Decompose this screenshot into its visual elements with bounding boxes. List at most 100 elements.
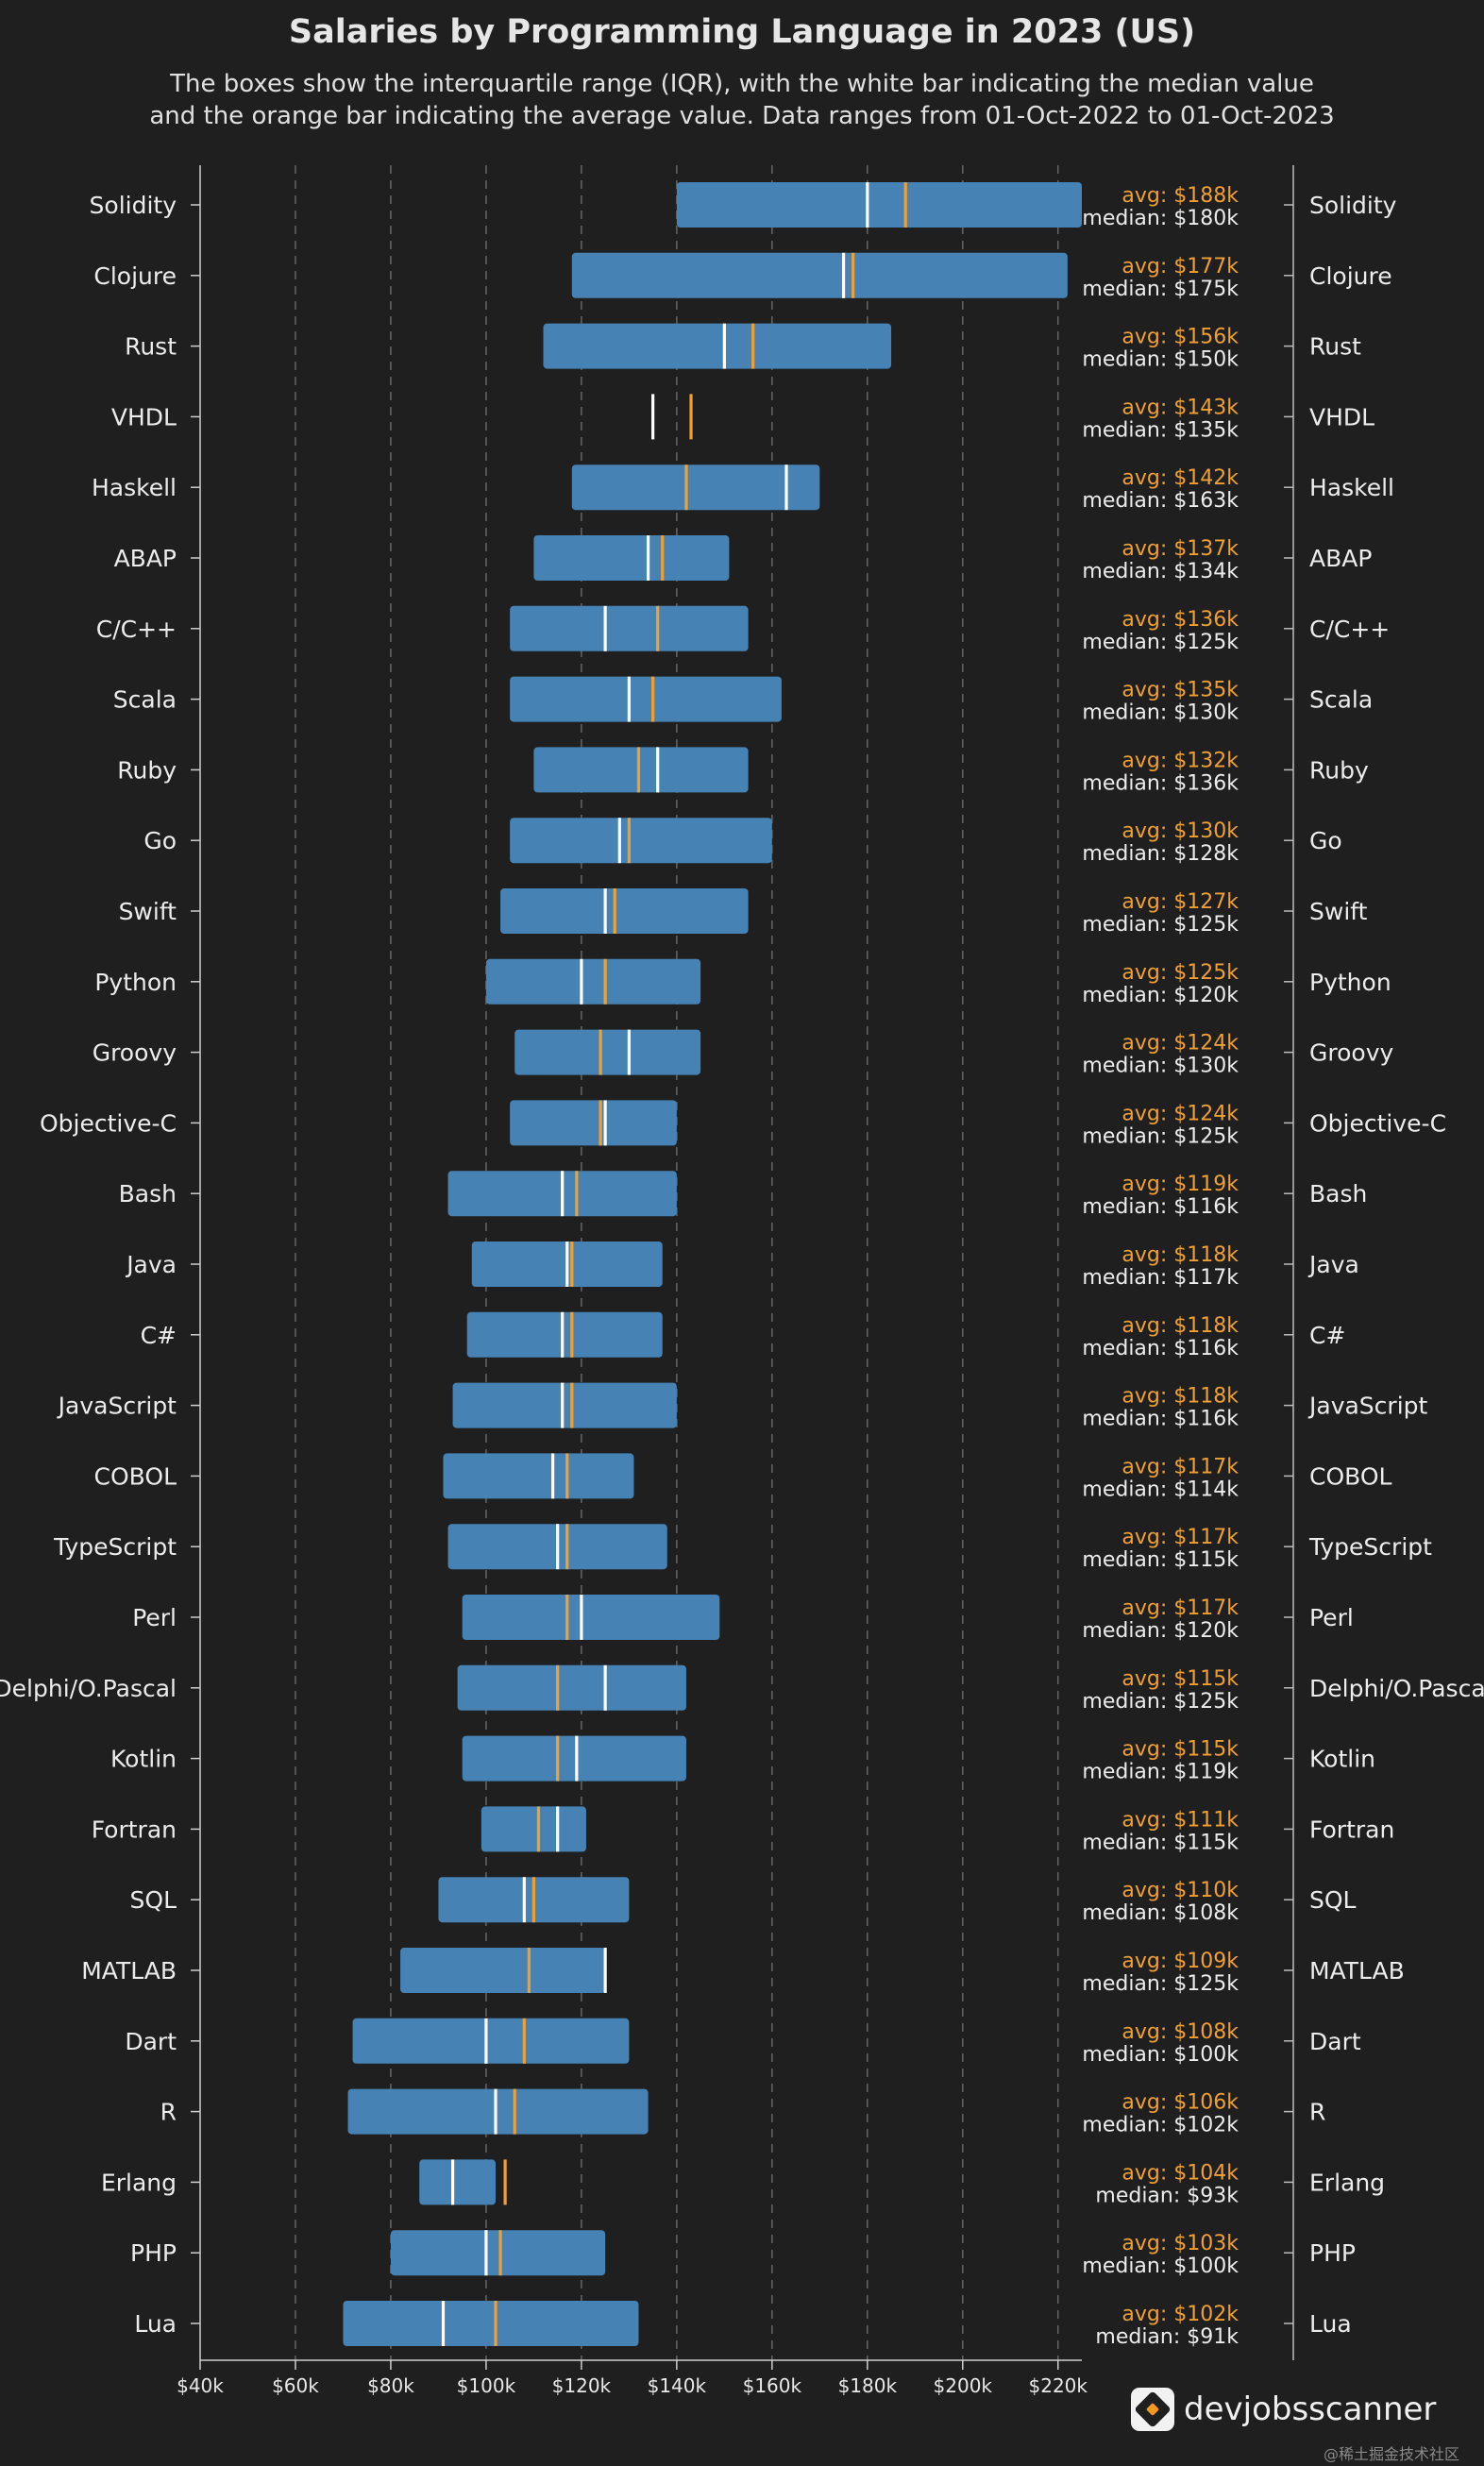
iqr-box bbox=[390, 2230, 606, 2276]
median-value-label: median: $180k bbox=[1082, 207, 1239, 230]
iqr-box bbox=[462, 1595, 720, 1640]
language-label-right: Clojure bbox=[1309, 262, 1392, 290]
language-label: Fortran bbox=[92, 1816, 177, 1843]
avg-value-label: avg: $130k bbox=[1121, 819, 1239, 843]
x-tick-label: $100k bbox=[457, 2374, 516, 2397]
x-tick-label: $180k bbox=[838, 2374, 898, 2397]
avg-value-label: avg: $118k bbox=[1121, 1314, 1239, 1338]
avg-value-label: avg: $156k bbox=[1121, 326, 1239, 349]
avg-value-label: avg: $127k bbox=[1121, 890, 1239, 914]
language-label: Bash bbox=[119, 1180, 177, 1208]
iqr-box bbox=[457, 1664, 686, 1711]
median-value-label: median: $114k bbox=[1082, 1478, 1239, 1501]
iqr-box bbox=[343, 2301, 639, 2346]
iqr-box bbox=[466, 1311, 663, 1358]
avg-value-label: avg: $119k bbox=[1121, 1173, 1239, 1196]
language-label: PHP bbox=[130, 2239, 177, 2267]
median-value-label: median: $150k bbox=[1082, 348, 1239, 372]
avg-value-label: avg: $109k bbox=[1121, 1950, 1239, 1973]
median-value-label: median: $119k bbox=[1082, 1761, 1239, 1784]
avg-value-label: avg: $117k bbox=[1121, 1526, 1239, 1549]
iqr-box bbox=[514, 1029, 701, 1075]
language-label-right: Perl bbox=[1309, 1604, 1354, 1631]
language-label: SQL bbox=[130, 1886, 177, 1914]
avg-value-label: avg: $177k bbox=[1121, 255, 1239, 279]
median-value-label: median: $128k bbox=[1082, 842, 1239, 866]
median-value-label: median: $100k bbox=[1082, 2043, 1239, 2067]
median-value-label: median: $93k bbox=[1095, 2184, 1239, 2207]
language-label: ABAP bbox=[114, 545, 177, 572]
language-label-right: Fortran bbox=[1309, 1816, 1394, 1843]
logo-icon bbox=[1131, 2388, 1174, 2431]
median-value-label: median: $136k bbox=[1082, 771, 1239, 795]
iqr-box bbox=[443, 1453, 634, 1499]
median-value-label: median: $130k bbox=[1082, 701, 1239, 725]
median-value-label: median: $175k bbox=[1082, 278, 1239, 301]
language-label-right: Python bbox=[1309, 969, 1391, 996]
x-tick-label: $80k bbox=[367, 2374, 414, 2397]
avg-value-label: avg: $143k bbox=[1121, 396, 1239, 419]
median-value-label: median: $120k bbox=[1082, 984, 1239, 1007]
avg-value-label: avg: $111k bbox=[1121, 1808, 1239, 1832]
avg-value-label: avg: $142k bbox=[1121, 466, 1239, 490]
language-label: Python bbox=[94, 969, 177, 996]
median-value-label: median: $120k bbox=[1082, 1619, 1239, 1643]
language-label-right: Erlang bbox=[1309, 2169, 1385, 2196]
language-label: MATLAB bbox=[81, 1957, 177, 1985]
language-label-right: Solidity bbox=[1309, 192, 1397, 219]
language-label: Scala bbox=[113, 686, 177, 714]
language-label: Lua bbox=[134, 2310, 177, 2338]
median-value-label: median: $125k bbox=[1082, 1124, 1239, 1148]
x-tick-label: $140k bbox=[648, 2374, 707, 2397]
language-label-right: Rust bbox=[1309, 333, 1361, 361]
iqr-box bbox=[452, 1382, 677, 1428]
x-axis: $40k $60k $80k $100k $120k $140k $160k $180k $20… bbox=[177, 165, 1294, 2397]
avg-value-label: avg: $117k bbox=[1121, 1596, 1239, 1620]
language-label-right: C/C++ bbox=[1309, 616, 1390, 643]
avg-value-label: avg: $124k bbox=[1121, 1032, 1239, 1056]
language-label: Rust bbox=[125, 333, 177, 361]
avg-value-label: avg: $106k bbox=[1121, 2091, 1239, 2115]
language-label-right: Go bbox=[1309, 827, 1342, 854]
language-label-right: ABAP bbox=[1309, 545, 1372, 572]
subtitle-line-2: and the orange bar indicating the averag… bbox=[149, 102, 1335, 130]
iqr-box bbox=[571, 464, 820, 511]
avg-value-label: avg: $136k bbox=[1121, 608, 1239, 632]
language-label-right: Haskell bbox=[1309, 474, 1394, 501]
language-label-right: Lua bbox=[1309, 2310, 1352, 2338]
language-label: Perl bbox=[132, 1604, 177, 1631]
x-tick-label: $60k bbox=[272, 2374, 319, 2397]
x-tick-label: $120k bbox=[552, 2374, 612, 2397]
language-label: C# bbox=[141, 1322, 177, 1349]
iqr-box bbox=[510, 818, 772, 864]
subtitle-line-1: The boxes show the interquartile range (… bbox=[170, 70, 1314, 98]
language-label-right: Delphi/O.Pascal bbox=[1309, 1675, 1484, 1702]
iqr-box bbox=[510, 605, 749, 651]
avg-value-label: avg: $118k bbox=[1121, 1385, 1239, 1409]
median-value-label: median: $115k bbox=[1082, 1831, 1239, 1854]
x-tick-label: $160k bbox=[743, 2374, 802, 2397]
language-label: JavaScript bbox=[57, 1393, 177, 1420]
iqr-box bbox=[347, 2088, 649, 2135]
iqr-box bbox=[352, 2018, 630, 2064]
language-label: VHDL bbox=[111, 403, 177, 431]
avg-value-label: avg: $108k bbox=[1121, 2020, 1239, 2044]
x-tick-label: $200k bbox=[934, 2374, 993, 2397]
median-value-label: median: $135k bbox=[1082, 418, 1239, 442]
language-label-right: VHDL bbox=[1309, 403, 1374, 431]
median-value-label: median: $163k bbox=[1082, 489, 1239, 513]
language-label-right: Kotlin bbox=[1309, 1746, 1375, 1773]
